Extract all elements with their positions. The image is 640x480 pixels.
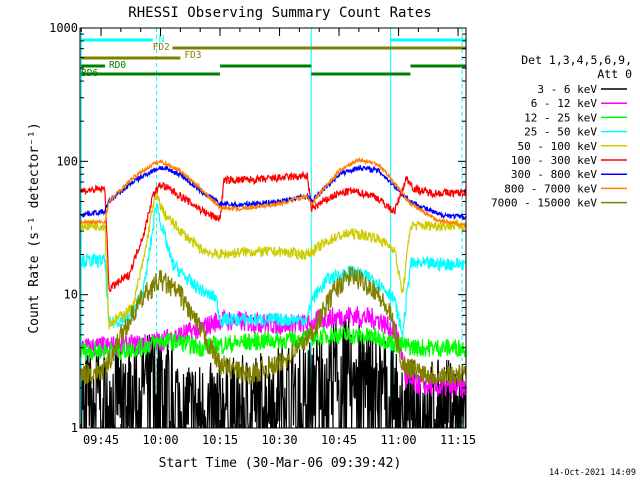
legend-label-7: 800 - 7000 keV [504, 182, 597, 195]
legend-label-5: 100 - 300 keV [511, 154, 597, 167]
x-tick-label-1: 10:00 [142, 433, 178, 447]
x-tick-label-4: 10:45 [321, 433, 357, 447]
series-line-12-25-kev [80, 325, 466, 363]
series-line-7000-15000-kev [80, 265, 466, 386]
y-tick-label-3: 1000 [49, 21, 78, 35]
legend-label-8: 7000 - 15000 keV [491, 197, 597, 210]
x-axis-title: Start Time (30-Mar-06 09:39:42) [159, 456, 402, 471]
legend-label-1: 6 - 12 keV [531, 97, 598, 110]
x-tick-label-5: 11:00 [380, 433, 416, 447]
series-group [80, 156, 466, 428]
legend-header-line1: Det 1,3,4,5,6,9, [521, 53, 632, 67]
legend-label-4: 50 - 100 keV [518, 140, 598, 153]
flag-label-bd6: BD6 [81, 68, 98, 79]
x-tick-label-0: 09:45 [83, 433, 119, 447]
flag-label-fd3: FD3 [184, 50, 201, 61]
series-line-50-100-kev [80, 192, 466, 330]
y-tick-label-2: 100 [56, 154, 78, 168]
legend-label-6: 300 - 800 keV [511, 168, 597, 181]
x-tick-label-2: 10:15 [202, 433, 238, 447]
series-line-100-300-kev [80, 170, 466, 293]
series-line-800-7000-kev [80, 156, 466, 228]
flag-label-rd0: RD0 [109, 60, 126, 71]
x-tick-label-6: 11:15 [440, 433, 476, 447]
series-line-25-50-kev [80, 203, 466, 339]
y-axis-label: Count Rate (s⁻¹ detector⁻¹) [27, 122, 42, 333]
y-axis-title: Count Rate (s⁻¹ detector⁻¹) [27, 122, 42, 333]
flag-label-n: N [159, 34, 165, 45]
y-tick-label-1: 10 [64, 288, 78, 302]
legend-label-0: 3 - 6 keV [537, 83, 597, 96]
flag-label-fd2: FD2 [153, 42, 170, 53]
legend-label-3: 25 - 50 keV [524, 126, 597, 139]
legend-header-line2: Att 0 [597, 67, 632, 81]
render-timestamp: 14-Oct-2021 14:09 [549, 468, 636, 478]
chart-title: RHESSI Observing Summary Count Rates [128, 5, 431, 21]
x-tick-label-3: 10:30 [261, 433, 297, 447]
legend-label-2: 12 - 25 keV [524, 111, 597, 124]
y-tick-label-0: 1 [71, 421, 78, 435]
plot-frame [79, 27, 467, 429]
